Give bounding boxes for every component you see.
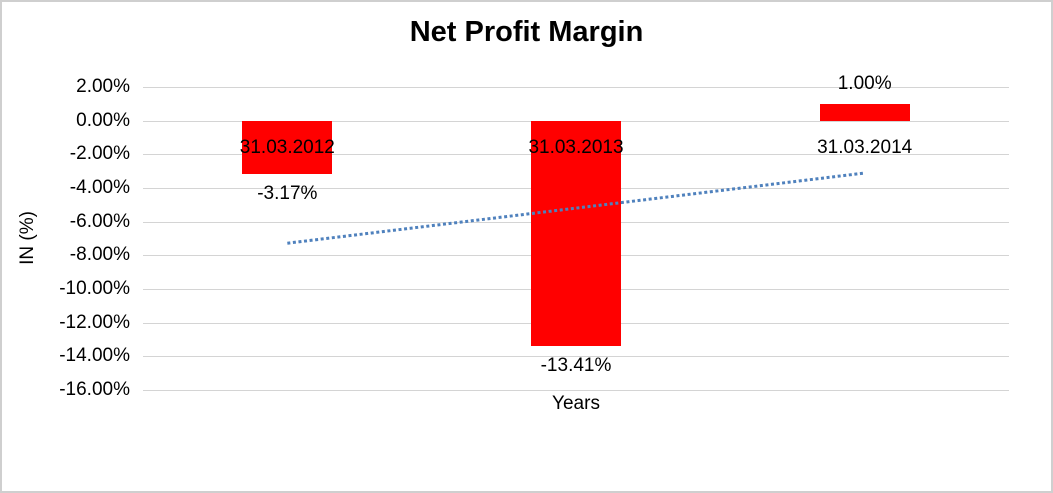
y-tick-label: -2.00%: [69, 143, 130, 165]
value-label: -13.41%: [540, 355, 612, 377]
y-tick-label: -14.00%: [59, 345, 130, 367]
y-tick-label: -8.00%: [69, 244, 130, 266]
category-label: 31.03.2013: [528, 136, 624, 158]
y-tick-label: -16.00%: [59, 379, 130, 400]
category-label: 31.03.2012: [239, 136, 335, 158]
bar-31.03.2012: [242, 120, 333, 175]
category-label: 31.03.2014: [817, 136, 913, 158]
x-axis-title: Years: [552, 393, 600, 414]
y-tick-label: 2.00%: [76, 76, 130, 97]
y-tick-label: -4.00%: [69, 177, 130, 198]
chart-title: Net Profit Margin: [409, 16, 644, 48]
gridline: [143, 390, 1009, 391]
gridline: [143, 356, 1009, 358]
y-tick-label: -10.00%: [59, 278, 130, 299]
y-tick-label: 0.00%: [76, 109, 130, 131]
y-tick-label: -12.00%: [59, 311, 130, 333]
value-label: -3.17%: [257, 183, 318, 205]
y-tick-label: -6.00%: [69, 210, 130, 232]
gridline: [143, 87, 1009, 88]
value-label: 1.00%: [837, 72, 892, 94]
bar-31.03.2014: [819, 103, 910, 121]
